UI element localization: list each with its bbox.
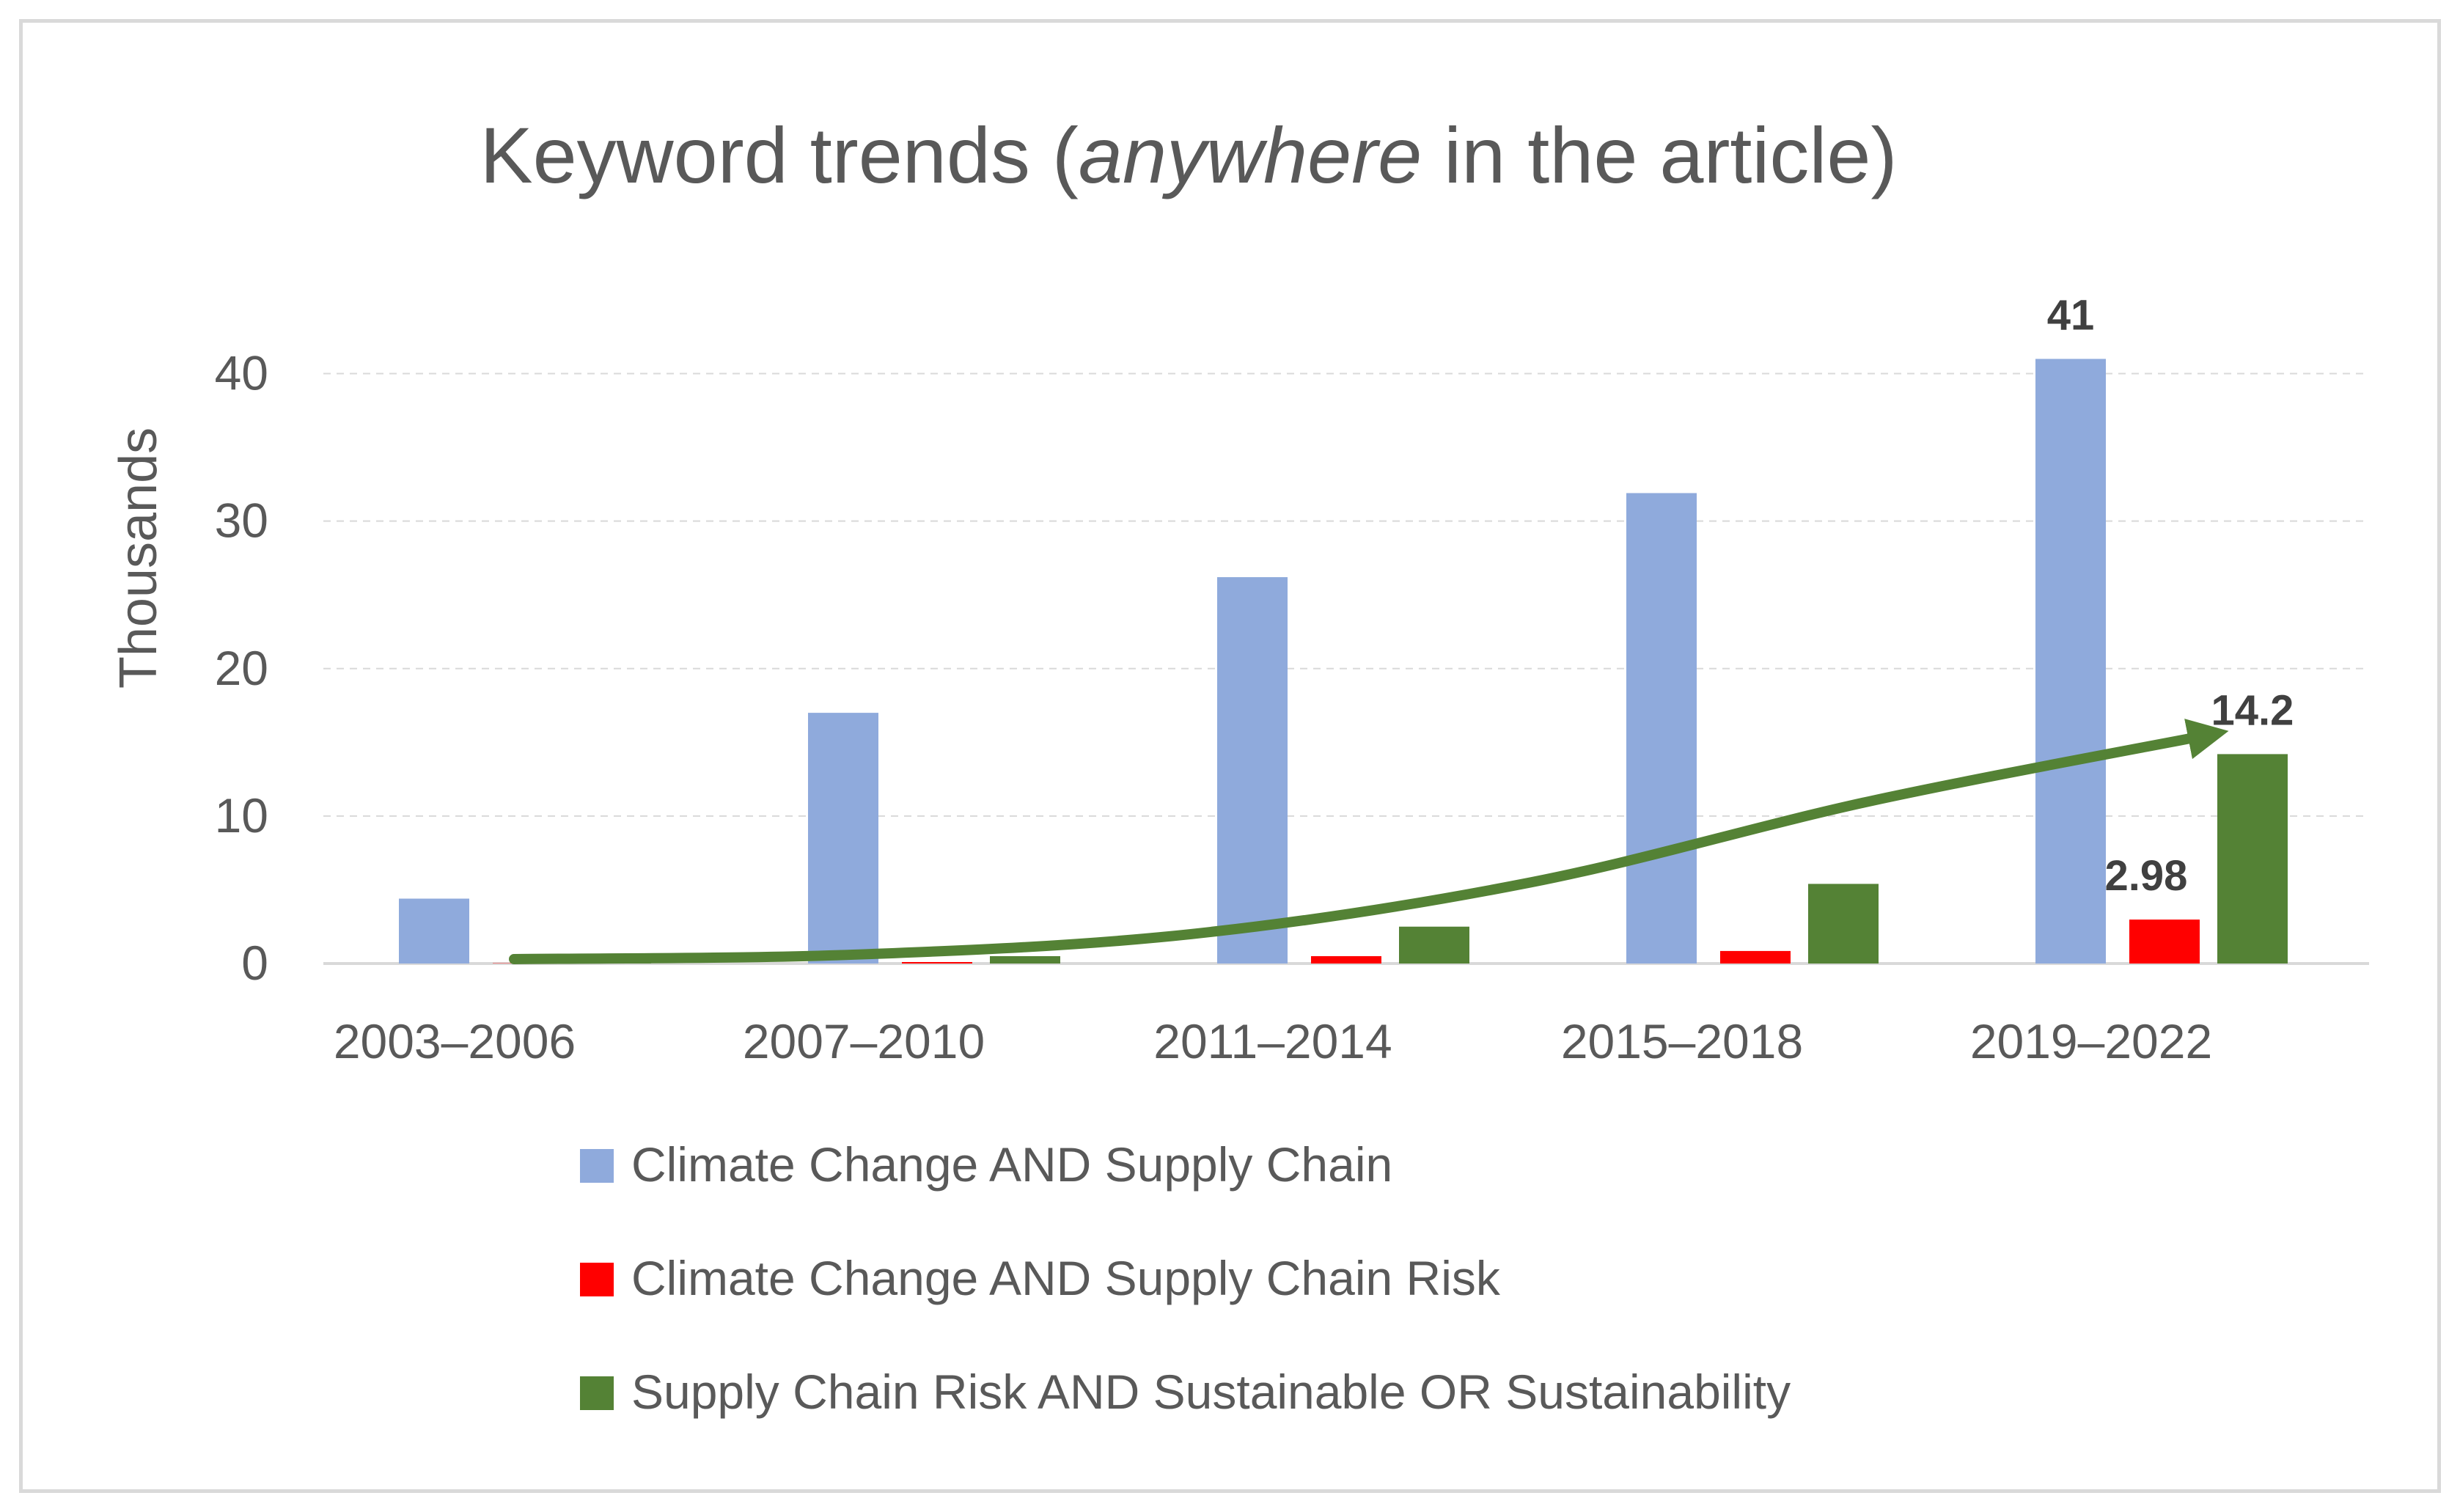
x-axis-ticks: 2003–2006 2007–2010 2011–2014 2015–2018 2019… xyxy=(334,1014,2212,1068)
title-part-2: in the article) xyxy=(1422,111,1897,199)
chart-title: Keyword trends (anywhere in the article) xyxy=(480,111,1898,199)
y-tick-label: 30 xyxy=(215,493,268,548)
legend-label: Climate Change AND Supply Chain xyxy=(631,1137,1392,1192)
y-tick-label: 10 xyxy=(215,788,268,843)
y-tick-label: 40 xyxy=(215,346,268,400)
bar xyxy=(1399,926,1469,964)
bar xyxy=(2129,920,2200,964)
legend-swatch xyxy=(580,1376,614,1410)
chart-frame: Keyword trends (anywhere in the article)… xyxy=(19,19,2441,1493)
x-tick-label: 2003–2006 xyxy=(334,1014,576,1068)
bar xyxy=(1217,577,1288,964)
x-tick-label: 2011–2014 xyxy=(1153,1014,1392,1068)
title-part-1: Keyword trends ( xyxy=(480,111,1079,199)
y-axis-ticks: 0 10 20 30 40 xyxy=(215,346,268,990)
bar xyxy=(990,955,1060,964)
data-label: 14.2 xyxy=(2211,686,2294,734)
bar xyxy=(1720,950,1791,964)
legend-swatch xyxy=(580,1149,614,1183)
data-label: 2.98 xyxy=(2105,852,2188,900)
legend: Climate Change AND Supply Chain Climate C… xyxy=(580,1137,1791,1419)
data-labels: 41 2.98 14.2 xyxy=(2047,291,2294,900)
trend-arrow xyxy=(509,719,2229,964)
bar xyxy=(1626,493,1697,964)
legend-swatch xyxy=(580,1263,614,1296)
trend-arrow-path xyxy=(509,719,2229,964)
bar xyxy=(2035,359,2106,964)
bar xyxy=(2217,754,2288,964)
bar xyxy=(1311,955,1381,964)
bars xyxy=(399,359,2288,964)
x-tick-label: 2007–2010 xyxy=(743,1014,985,1068)
x-tick-label: 2015–2018 xyxy=(1561,1014,1803,1068)
chart-canvas: Keyword trends (anywhere in the article)… xyxy=(109,111,2369,1419)
bar xyxy=(399,898,469,964)
bar xyxy=(902,961,972,964)
y-tick-label: 0 xyxy=(241,936,268,990)
legend-label: Climate Change AND Supply Chain Risk xyxy=(631,1251,1501,1305)
x-tick-label: 2019–2022 xyxy=(1970,1014,2212,1068)
y-tick-label: 20 xyxy=(215,641,268,695)
y-axis-label: Thousands xyxy=(109,427,168,689)
title-part-italic: anywhere xyxy=(1079,111,1422,199)
data-label: 41 xyxy=(2047,291,2095,339)
bar xyxy=(1808,884,1879,964)
legend-label: Supply Chain Risk AND Sustainable OR Sus… xyxy=(631,1365,1791,1419)
bar xyxy=(808,713,878,964)
